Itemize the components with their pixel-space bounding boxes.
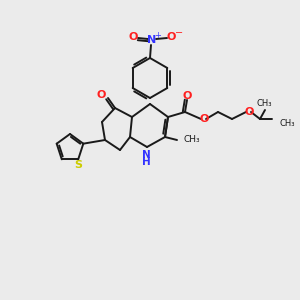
Text: O: O — [182, 91, 192, 101]
Text: O: O — [128, 32, 138, 42]
Text: CH₃: CH₃ — [280, 118, 296, 127]
Text: CH₃: CH₃ — [256, 98, 272, 107]
Text: O: O — [244, 107, 254, 117]
Text: O: O — [199, 114, 209, 124]
Text: O: O — [166, 32, 176, 42]
Text: N: N — [147, 35, 157, 45]
Text: +: + — [154, 31, 161, 40]
Text: S: S — [74, 160, 82, 170]
Text: N: N — [142, 150, 150, 160]
Text: O: O — [96, 90, 106, 100]
Text: −: − — [175, 28, 183, 38]
Text: H: H — [142, 157, 150, 167]
Text: CH₃: CH₃ — [184, 136, 201, 145]
